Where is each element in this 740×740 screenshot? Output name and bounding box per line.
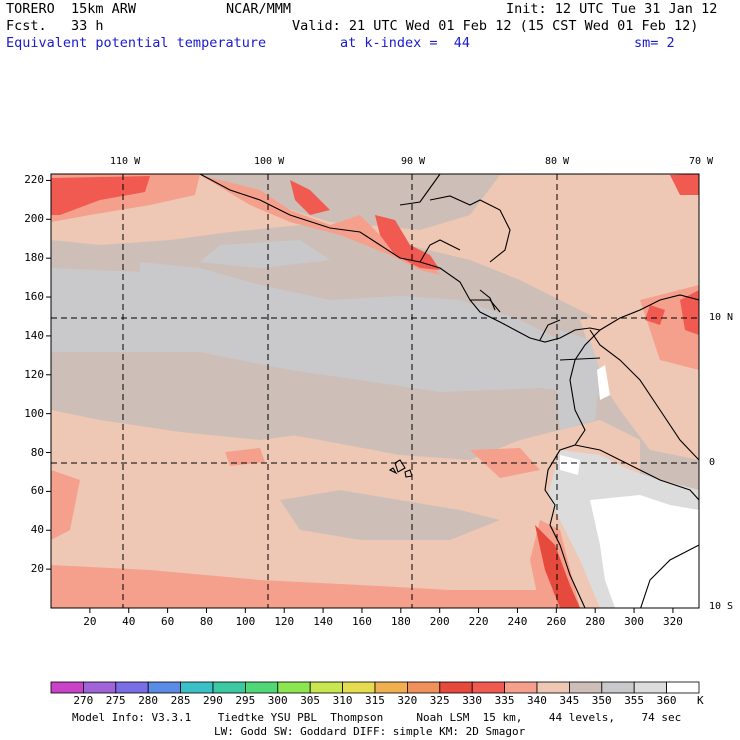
x-tick-label: 240 — [507, 615, 528, 628]
colorbar-label: 315 — [365, 694, 385, 707]
colorbar-label: 305 — [300, 694, 321, 707]
colorbar-swatch — [633, 681, 668, 694]
colorbar-label: 300 — [267, 694, 288, 707]
map-frame — [50, 173, 700, 609]
x-tick-label: 320 — [663, 615, 683, 628]
colorbar-label: 280 — [138, 694, 159, 707]
colorbar-swatch — [115, 681, 149, 694]
x-tick-label: 180 — [390, 615, 411, 628]
colorbar-swatch — [406, 681, 441, 694]
lat-label-10s: 10 S — [709, 601, 734, 612]
physics-info: LW: Godd SW: Goddard DIFF: simple KM: 2D… — [214, 725, 526, 738]
coastlines — [199, 174, 699, 608]
y-tick-label: 120 — [24, 367, 45, 381]
colorbar-label: 295 — [235, 694, 256, 707]
colorbar-label: 275 — [105, 694, 126, 707]
x-tick-label: 200 — [429, 615, 450, 628]
colorbar-label: 325 — [429, 694, 450, 707]
colorbar-label: 360 — [656, 694, 677, 707]
lon-label-110w: 110 W — [110, 156, 141, 167]
colorbar-label: 330 — [462, 694, 483, 707]
colorbar-label: 310 — [332, 694, 353, 707]
lon-label-70w: 70 W — [689, 156, 714, 167]
lat-label-0: 0 — [709, 457, 716, 468]
colorbar-label: 290 — [203, 694, 223, 707]
x-tick-label: 40 — [122, 615, 136, 628]
center-name: NCAR/MMM — [226, 1, 292, 17]
lat-label-10n: 10 N — [709, 312, 734, 323]
y-tick-label: 80 — [30, 445, 45, 459]
smoothing: sm= 2 — [634, 35, 675, 51]
colorbar-label: 345 — [559, 694, 580, 707]
colorbar-label: 350 — [591, 694, 612, 707]
colorbar-swatch — [50, 681, 84, 694]
colorbar-label: 285 — [170, 694, 191, 707]
x-tick-label: 60 — [161, 615, 175, 628]
colorbar-label: 270 — [73, 694, 94, 707]
x-tick-label: 80 — [199, 615, 214, 628]
lon-label-90w: 90 W — [401, 156, 426, 167]
y-tick-label: 100 — [24, 406, 45, 420]
y-tick-label: 40 — [30, 523, 45, 537]
field-name: Equivalent potential temperature — [6, 35, 267, 51]
model-info: Model Info: V3.3.1 Tiedtke YSU PBL Thomp… — [72, 711, 682, 724]
colorbar-swatch — [666, 681, 700, 694]
valid-time: Valid: 21 UTC Wed 01 Feb 12 (15 CST Wed … — [292, 18, 699, 34]
y-tick-label: 20 — [30, 562, 45, 576]
y-tick-label: 220 — [24, 173, 45, 187]
colorbar-swatch — [212, 681, 246, 694]
colorbar-swatch — [342, 681, 376, 694]
model-name: TORERO 15km ARW — [6, 1, 137, 17]
colorbar-swatch — [439, 681, 473, 694]
colorbar-swatch — [374, 681, 408, 694]
colorbar-swatch — [277, 681, 311, 694]
x-tick-label: 260 — [546, 615, 567, 628]
colorbar-swatch — [569, 681, 603, 694]
colorbar-swatch — [147, 681, 181, 694]
init-time: Init: 12 UTC Tue 31 Jan 12 — [506, 1, 718, 17]
colorbar — [50, 681, 700, 694]
x-tick-label: 220 — [468, 615, 489, 628]
colorbar-swatch — [601, 681, 635, 694]
x-tick-label: 300 — [624, 615, 645, 628]
colorbar-swatch — [536, 681, 570, 694]
graticule — [51, 174, 699, 608]
lon-label-100w: 100 W — [254, 156, 285, 167]
y-tick-label: 180 — [24, 251, 45, 265]
y-tick-label: 160 — [24, 290, 45, 304]
colorbar-swatch — [471, 681, 506, 694]
lon-label-80w: 80 W — [545, 156, 570, 167]
colorbar-label: 340 — [527, 694, 547, 707]
axis-ticks — [46, 179, 674, 613]
colorbar-label: 320 — [397, 694, 418, 707]
colorbar-label: 335 — [494, 694, 515, 707]
x-tick-label: 140 — [313, 615, 334, 628]
theta-e-field — [51, 174, 699, 608]
colorbar-label: 355 — [624, 694, 645, 707]
level-index: at k-index = 44 — [340, 35, 471, 51]
y-tick-label: 140 — [24, 328, 45, 342]
x-tick-label: 120 — [274, 615, 295, 628]
y-tick-label: 60 — [30, 484, 45, 498]
colorbar-swatch — [504, 681, 538, 694]
colorbar-swatch — [309, 681, 344, 694]
colorbar-swatch — [83, 681, 117, 694]
x-tick-label: 160 — [352, 615, 372, 628]
colorbar-unit: K — [697, 694, 704, 707]
x-tick-label: 20 — [83, 615, 97, 628]
colorbar-swatch — [244, 681, 279, 694]
y-tick-label: 200 — [24, 212, 45, 226]
x-tick-label: 280 — [585, 615, 606, 628]
x-tick-label: 100 — [235, 615, 256, 628]
colorbar-swatch — [180, 681, 214, 694]
forecast-hour: Fcst. 33 h — [6, 18, 104, 34]
